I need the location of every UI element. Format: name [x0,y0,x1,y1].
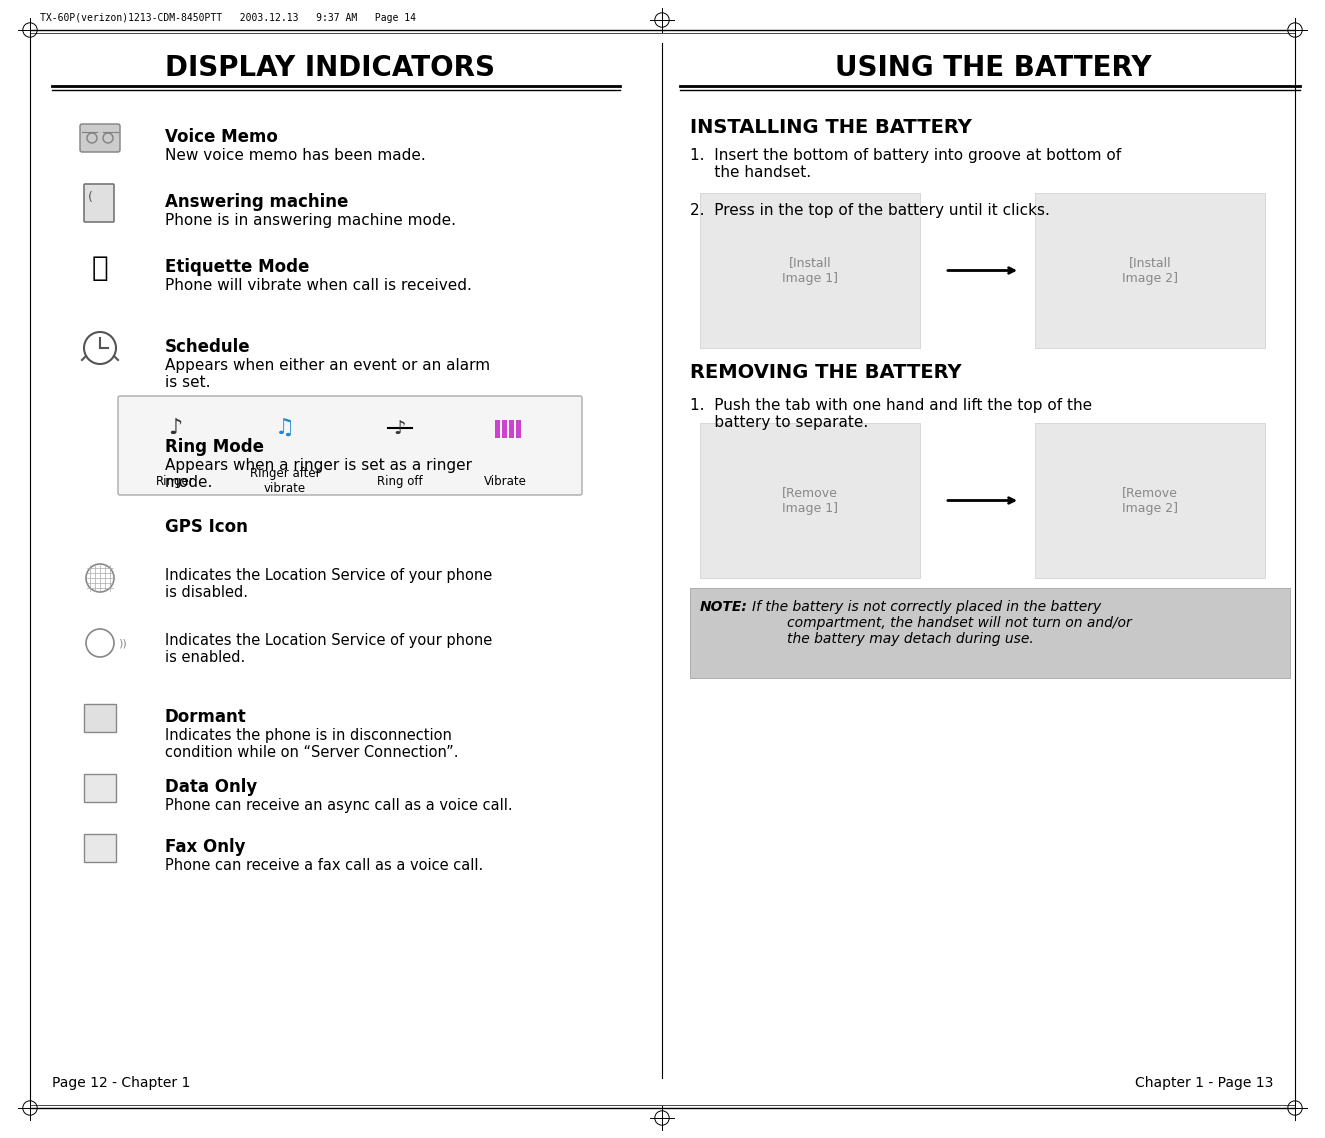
Bar [515,420,521,438]
Text: )): )) [118,638,127,648]
Bar [83,834,117,861]
Text: 2.  Press in the top of the battery until it clicks.: 2. Press in the top of the battery until… [690,203,1049,218]
Text: Indicates the Location Service of your phone
is disabled.: Indicates the Location Service of your p… [166,568,493,601]
Text: Dormant: Dormant [166,708,246,726]
Text: 1.  Push the tab with one hand and lift the top of the
     battery to separate.: 1. Push the tab with one hand and lift t… [690,398,1092,430]
Text: Fax Only: Fax Only [166,838,245,856]
Bar [700,193,920,348]
Bar [690,588,1291,678]
Text: (: ( [87,190,93,204]
Text: Indicates the phone is in disconnection
condition while on “Server Connection”.: Indicates the phone is in disconnection … [166,728,458,760]
Text: Phone is in answering machine mode.: Phone is in answering machine mode. [166,213,456,228]
Text: Etiquette Mode: Etiquette Mode [166,258,309,277]
Text: INSTALLING THE BATTERY: INSTALLING THE BATTERY [690,118,971,137]
Text: 🔕: 🔕 [91,254,109,282]
Text: REMOVING THE BATTERY: REMOVING THE BATTERY [690,363,962,382]
Bar [502,420,507,438]
Text: TX-60P(verizon)1213-CDM-8450PTT   2003.12.13   9:37 AM   Page 14: TX-60P(verizon)1213-CDM-8450PTT 2003.12.… [40,13,416,23]
Bar [83,704,117,732]
Text: Phone can receive a fax call as a voice call.: Phone can receive a fax call as a voice … [166,858,484,873]
Text: Ring Mode: Ring Mode [166,438,264,456]
Text: [Install
Image 1]: [Install Image 1] [782,256,837,284]
Text: NOTE:: NOTE: [700,600,747,615]
Text: DISPLAY INDICATORS: DISPLAY INDICATORS [166,53,496,82]
Text: ♫: ♫ [276,418,295,438]
Text: Answering machine: Answering machine [166,193,348,211]
Text: Vibrate: Vibrate [484,475,526,487]
Text: Data Only: Data Only [166,778,257,795]
Text: ♪: ♪ [394,419,407,437]
Bar [700,423,920,578]
Bar [496,420,500,438]
Text: Ringer: Ringer [155,475,195,487]
Text: If the battery is not correctly placed in the battery
        compartment, the h: If the battery is not correctly placed i… [753,600,1132,646]
Text: Appears when either an event or an alarm
is set.: Appears when either an event or an alarm… [166,358,490,390]
Bar [1035,193,1265,348]
Text: [Remove
Image 1]: [Remove Image 1] [782,487,837,514]
Text: Ringer after
vibrate: Ringer after vibrate [249,467,321,495]
Text: Phone will vibrate when call is received.: Phone will vibrate when call is received… [166,278,472,292]
Text: Indicates the Location Service of your phone
is enabled.: Indicates the Location Service of your p… [166,633,493,666]
Text: Chapter 1 - Page 13: Chapter 1 - Page 13 [1134,1077,1273,1090]
FancyBboxPatch shape [118,396,582,495]
Text: Page 12 - Chapter 1: Page 12 - Chapter 1 [52,1077,191,1090]
Text: USING THE BATTERY: USING THE BATTERY [835,53,1151,82]
Text: [Install
Image 2]: [Install Image 2] [1122,256,1178,284]
Text: New voice memo has been made.: New voice memo has been made. [166,148,425,163]
FancyBboxPatch shape [83,184,114,222]
Text: [Remove
Image 2]: [Remove Image 2] [1122,487,1178,514]
Bar [1035,423,1265,578]
Text: Appears when a ringer is set as a ringer
mode.: Appears when a ringer is set as a ringer… [166,457,472,490]
Text: Phone can receive an async call as a voice call.: Phone can receive an async call as a voi… [166,798,513,813]
Text: 1.  Insert the bottom of battery into groove at bottom of
     the handset.: 1. Insert the bottom of battery into gro… [690,148,1121,181]
Text: ♪: ♪ [168,418,182,438]
Bar [83,774,117,802]
Text: Schedule: Schedule [166,338,250,356]
Text: Ring off: Ring off [378,475,423,487]
Text: Voice Memo: Voice Memo [166,127,278,146]
Bar [509,420,514,438]
Text: GPS Icon: GPS Icon [166,518,248,536]
FancyBboxPatch shape [80,124,121,152]
